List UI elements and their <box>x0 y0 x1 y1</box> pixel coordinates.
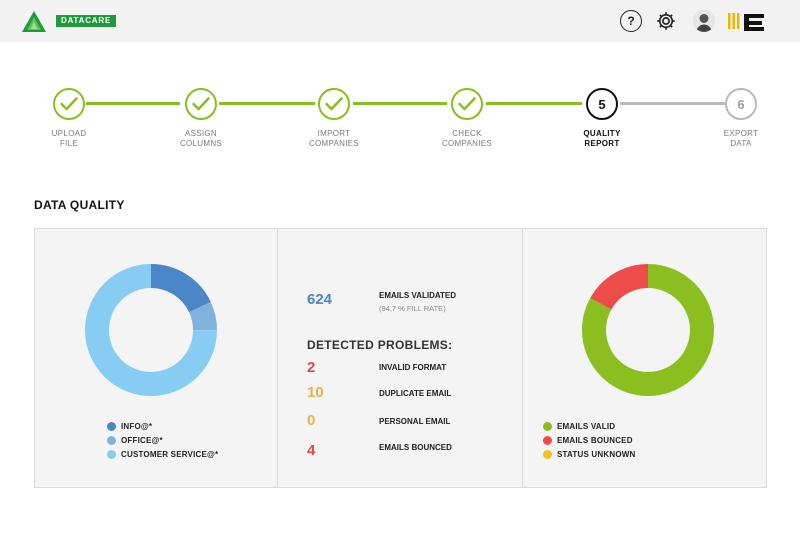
panel-divider <box>277 229 278 487</box>
user-avatar[interactable] <box>693 10 715 32</box>
step-label-line: COLUMNS <box>179 139 223 148</box>
step-label-line: FILE <box>59 139 79 148</box>
step-label-upload-file: UPLOAD FILE <box>29 129 109 149</box>
step-connector <box>353 102 447 105</box>
panel-divider <box>522 229 523 487</box>
legend-item: CUSTOMER SERVICE@* <box>107 447 218 461</box>
legend-item: OFFICE@* <box>107 433 218 447</box>
step-connector <box>219 102 315 105</box>
email-type-segment-2 <box>85 264 217 396</box>
step-label-line: DATA <box>730 139 752 148</box>
emails-validated-count: 624 <box>307 291 333 308</box>
email-type-donut <box>85 264 217 396</box>
step-label-line: CHECK <box>452 129 482 138</box>
step-label-line: QUALITY <box>583 129 621 138</box>
detected-problems-title: DETECTED PROBLEMS: <box>307 338 453 352</box>
legend-dot <box>107 449 116 459</box>
gear-icon[interactable] <box>655 10 677 32</box>
legend-label: INFO@* <box>121 421 153 431</box>
avatar-icon <box>693 10 715 32</box>
legend-item: STATUS UNKNOWN <box>543 447 636 461</box>
step-assign-columns[interactable] <box>185 88 217 120</box>
step-connector <box>486 102 582 105</box>
step-label-line: COMPANIES <box>441 139 493 148</box>
progress-stepper: UPLOAD FILE ASSIGN COLUMNS IMPORT COMPANIES… <box>0 84 800 154</box>
email-status-legend: EMAILS VALID EMAILS BOUNCED STATUS UNKNO… <box>543 419 636 461</box>
legend-label: EMAILS BOUNCED <box>557 435 633 445</box>
legend-dot <box>543 421 552 431</box>
checkmark-icon <box>458 97 476 111</box>
problem-value-duplicate-email: 10 <box>307 384 324 401</box>
step-connector <box>86 102 180 105</box>
legend-label: OFFICE@* <box>121 435 163 445</box>
step-label-quality-report: QUALITY REPORT <box>562 129 642 149</box>
email-status-segment-1 <box>582 264 714 396</box>
step-label-line: COMPANIES <box>308 139 360 148</box>
legend-dot <box>543 449 552 459</box>
step-number: 5 <box>598 96 606 112</box>
problem-value-personal-email: 0 <box>307 412 316 429</box>
legend-item: INFO@* <box>107 419 218 433</box>
email-status-donut <box>582 264 714 396</box>
data-quality-panel: INFO@* OFFICE@* CUSTOMER SERVICE@* 624 E… <box>34 228 767 488</box>
legend-label: EMAILS VALID <box>557 421 616 431</box>
step-upload-file[interactable] <box>53 88 85 120</box>
emails-validated-label: EMAILS VALIDATED <box>379 291 457 300</box>
brand-logo-icon[interactable] <box>728 11 770 31</box>
legend-dot <box>107 421 116 431</box>
checkmark-icon <box>60 97 78 111</box>
step-label-line: EXPORT <box>723 129 759 138</box>
email-type-legend: INFO@* OFFICE@* CUSTOMER SERVICE@* <box>107 419 218 461</box>
problem-label-emails-bounced: EMAILS BOUNCED <box>379 443 452 452</box>
problem-label-invalid-format: INVALID FORMAT <box>379 363 447 372</box>
step-number: 6 <box>737 96 745 112</box>
step-connector <box>620 102 725 105</box>
brand-badge: DATACARE <box>56 15 117 27</box>
help-icon[interactable]: ? <box>620 10 642 32</box>
email-type-segment-1 <box>85 264 217 396</box>
step-label-line: REPORT <box>584 139 620 148</box>
top-bar: DATACARE ? <box>0 0 800 42</box>
gear-svg <box>657 12 675 30</box>
datacare-logo-icon[interactable] <box>22 11 46 32</box>
step-label-import-companies: IMPORT COMPANIES <box>294 129 374 149</box>
step-check-companies[interactable] <box>451 88 483 120</box>
step-label-line: UPLOAD <box>51 129 87 138</box>
section-title: DATA QUALITY <box>34 198 125 212</box>
legend-dot <box>107 435 116 445</box>
problem-value-emails-bounced: 4 <box>307 442 316 459</box>
fill-rate-label: (94,7 % FILL RATE) <box>379 304 446 313</box>
legend-label: CUSTOMER SERVICE@* <box>121 449 219 459</box>
step-export-data[interactable]: 6 <box>725 88 757 120</box>
step-label-check-companies: CHECK COMPANIES <box>427 129 507 149</box>
step-label-export-data: EXPORT DATA <box>701 129 781 149</box>
step-label-line: ASSIGN <box>184 129 218 138</box>
legend-label: STATUS UNKNOWN <box>557 449 636 459</box>
checkmark-icon <box>325 97 343 111</box>
step-quality-report[interactable]: 5 <box>586 88 618 120</box>
legend-item: EMAILS VALID <box>543 419 636 433</box>
checkmark-icon <box>192 97 210 111</box>
step-label-assign-columns: ASSIGN COLUMNS <box>161 129 241 149</box>
legend-dot <box>543 435 552 445</box>
legend-item: EMAILS BOUNCED <box>543 433 636 447</box>
step-label-line: IMPORT <box>317 129 351 138</box>
problem-value-invalid-format: 2 <box>307 359 316 376</box>
help-glyph: ? <box>627 14 635 28</box>
problem-label-duplicate-email: DUPLICATE EMAIL <box>379 389 452 398</box>
problem-label-personal-email: PERSONAL EMAIL <box>379 417 451 426</box>
step-import-companies[interactable] <box>318 88 350 120</box>
